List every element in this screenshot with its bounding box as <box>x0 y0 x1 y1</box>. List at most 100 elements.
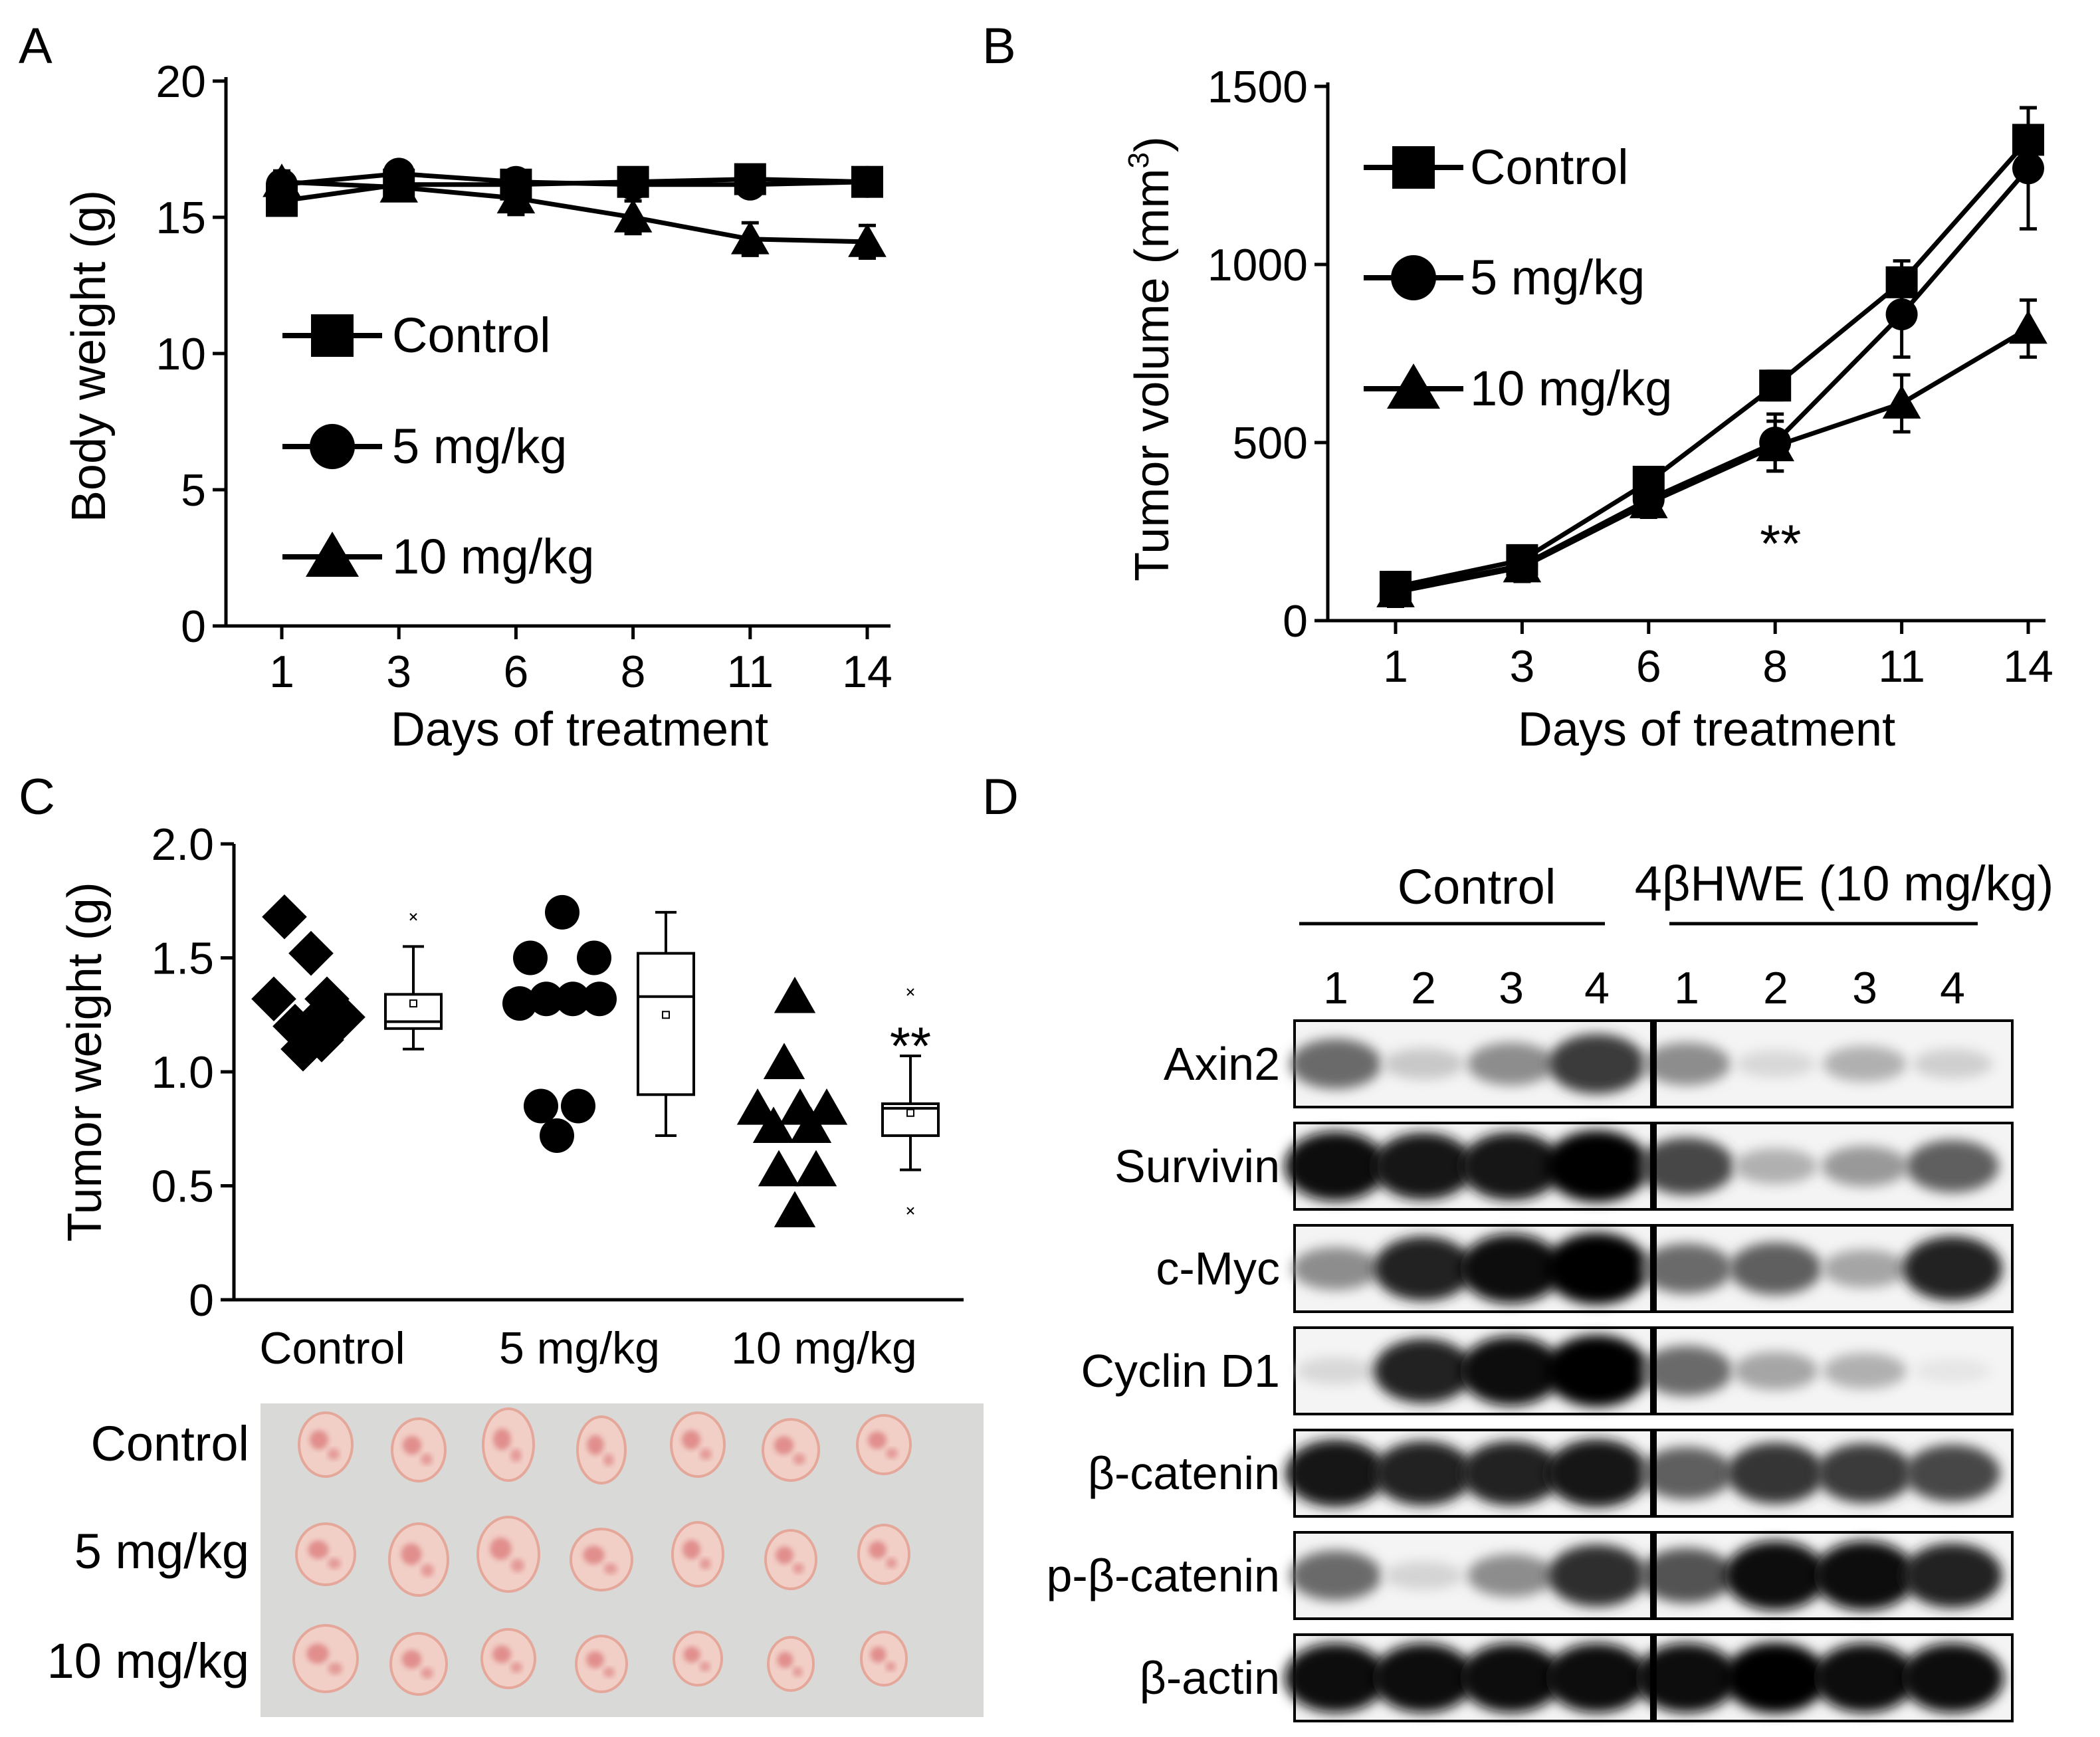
blot-band-catenin-5 <box>1640 1447 1733 1500</box>
blot-band-c-myc-4 <box>1545 1233 1649 1304</box>
legend-a-10mg: 10 mg/kg <box>392 529 594 584</box>
photo-tumor-vessel-5-mg-kg <box>583 1546 605 1564</box>
photo-tumor-vessel-10-mg-kg <box>510 1662 522 1673</box>
chart-c-ytick-label: 1.5 <box>151 934 214 984</box>
blot-band-axin2-7 <box>1823 1046 1907 1082</box>
chart-c-point-5-mg-kg <box>540 1118 574 1154</box>
blot-band-c-myc-1 <box>1292 1247 1380 1290</box>
chart-b-xlabel-text: Days of treatment <box>1518 703 1895 756</box>
chart-c-ytick-label: 0.5 <box>151 1162 214 1212</box>
chart-a-xtick-label: 3 <box>386 647 411 697</box>
chart-c-ylabel: Tumor weight (g) <box>58 882 112 1241</box>
photo-tumor-vessel-control <box>682 1430 700 1450</box>
blot-band-catenin-7 <box>1816 1443 1913 1503</box>
chart-b-ytick-label: 0 <box>1283 596 1308 647</box>
chart-b-point-control <box>1759 369 1792 402</box>
chart-a-ylabel: Body weight (g) <box>62 190 116 522</box>
chart-c-outlier-10-mg-kg <box>906 1207 914 1215</box>
chart-c-point-5-mg-kg <box>556 981 590 1017</box>
blot-band-axin2-1 <box>1290 1039 1382 1089</box>
blot-row-label-catenin: β-catenin <box>1088 1447 1280 1499</box>
photo-tumor-vessel-control <box>403 1435 421 1455</box>
photo-tumor-vessel-5-mg-kg <box>869 1541 887 1559</box>
chart-a-xtick-label: 1 <box>269 647 294 697</box>
chart-c-mean-control <box>409 999 417 1008</box>
blot-band-actin-6 <box>1724 1642 1828 1714</box>
chart-c-ytick-label: 2.0 <box>151 819 214 870</box>
blot-lane-label-2: 2 <box>1411 963 1436 1013</box>
chart-c-point-control <box>251 976 296 1022</box>
blot-band-cyclin-d1-6 <box>1733 1352 1818 1390</box>
chart-b-point-5-mg-kg <box>1885 298 1918 331</box>
chart-a-point-10-mg-kg <box>262 163 301 197</box>
chart-c-point-control <box>288 930 334 976</box>
blot-band-cyclin-d1-7 <box>1823 1353 1907 1389</box>
chart-a-legend: Control 5 mg/kg 10 mg/kg <box>282 308 594 584</box>
blot-band-p-catenin-3 <box>1467 1554 1555 1597</box>
blot-band-axin2-8 <box>1912 1049 1993 1079</box>
photo-tumor-vessel-5-mg-kg <box>328 1558 341 1570</box>
photo-tumor-vessel-10-mg-kg <box>328 1663 342 1675</box>
photo-tumor-vessel-5-mg-kg <box>886 1558 897 1569</box>
chart-c-point-10-mg-kg <box>736 1088 779 1125</box>
chart-c-outlier-control <box>409 913 417 921</box>
chart-b-line-control <box>1395 138 2030 589</box>
legend-a-control: Control <box>392 308 551 363</box>
chart-c-xtick-label-10-mg-kg: 10 mg/kg <box>731 1323 917 1374</box>
photo-tumor-vessel-5-mg-kg <box>490 1537 512 1560</box>
blot-band-c-myc-5 <box>1641 1243 1732 1294</box>
chart-b-point-5-mg-kg <box>2012 152 2044 185</box>
chart-b-line-10-mg-kg <box>1395 326 2030 595</box>
legend-b-control: Control <box>1470 140 1629 195</box>
chart-a-point-5-mg-kg <box>851 165 883 198</box>
blot-row-label-survivin: Survivin <box>1114 1140 1280 1192</box>
chart-b-significance: ** <box>1760 514 1801 573</box>
blot-band-c-myc-8 <box>1903 1236 2002 1301</box>
photo-tumor-vessel-control <box>510 1449 522 1462</box>
photo-tumor-vessel-10-mg-kg <box>792 1667 803 1677</box>
chart-c-point-5-mg-kg <box>582 981 617 1017</box>
blot-band-axin2-4 <box>1548 1034 1645 1094</box>
blot-band-axin2-6 <box>1736 1050 1816 1078</box>
chart-a-point-10-mg-kg <box>731 221 770 255</box>
blot-row-label-actin: β-actin <box>1140 1652 1280 1704</box>
photo-tumor-vessel-5-mg-kg <box>308 1540 329 1559</box>
chart-b-point-10-mg-kg <box>2009 310 2048 344</box>
blot-band-axin2-5 <box>1643 1042 1731 1086</box>
photo-tumor-vessel-10-mg-kg <box>401 1650 422 1669</box>
chart-c-point-5-mg-kg <box>561 1088 595 1124</box>
blot-row-label-c-myc: c-Myc <box>1156 1243 1280 1294</box>
chart-a-ytick-label: 5 <box>181 465 206 516</box>
blot-band-c-myc-6 <box>1729 1242 1822 1295</box>
tumor-photo: Control 5 mg/kg 10 mg/kg <box>47 1403 984 1717</box>
chart-c-box-control <box>384 993 443 1030</box>
blot-band-axin2-3 <box>1467 1042 1555 1086</box>
chart-c-xtick-label-control: Control <box>259 1323 405 1374</box>
panel-label-d: D <box>982 769 1019 825</box>
legend-b-10mg-marker <box>1387 363 1440 409</box>
chart-a-ytick-label: 20 <box>156 56 206 107</box>
chart-b-xtick-label: 14 <box>2003 641 2053 692</box>
blot-band-p-catenin-8 <box>1903 1543 2002 1608</box>
photo-tumor-vessel-control <box>421 1453 433 1465</box>
legend-a-5mg: 5 mg/kg <box>392 419 567 474</box>
chart-c-point-10-mg-kg <box>774 1191 816 1227</box>
blot-band-cyclin-d1-1 <box>1296 1357 1376 1385</box>
blot-band-p-catenin-6 <box>1725 1540 1827 1611</box>
blot-band-catenin-2 <box>1374 1441 1473 1506</box>
blot-band-survivin-7 <box>1822 1146 1908 1187</box>
chart-c-point-5-mg-kg <box>513 940 548 975</box>
blot-band-actin-2 <box>1372 1643 1475 1713</box>
panel-label-a: A <box>19 18 52 74</box>
photo-tumor-vessel-5-mg-kg <box>700 1558 711 1570</box>
chart-a-xtick-label: 6 <box>503 647 528 697</box>
chart-b: 0 500 1000 1500 1 3 6 8 11 14 Days of treatment T… <box>1122 62 2053 756</box>
chart-c-box-5-mg-kg <box>637 952 695 1096</box>
chart-b-xtick-label: 1 <box>1383 641 1408 692</box>
photo-tumor-vessel-10-mg-kg <box>885 1661 896 1672</box>
photo-tumor-vessel-10-mg-kg <box>603 1667 615 1678</box>
blot-lane-label-8: 4 <box>1940 963 1965 1013</box>
photo-tumor-vessel-control <box>868 1431 887 1449</box>
blot-band-catenin-8 <box>1905 1444 2000 1502</box>
